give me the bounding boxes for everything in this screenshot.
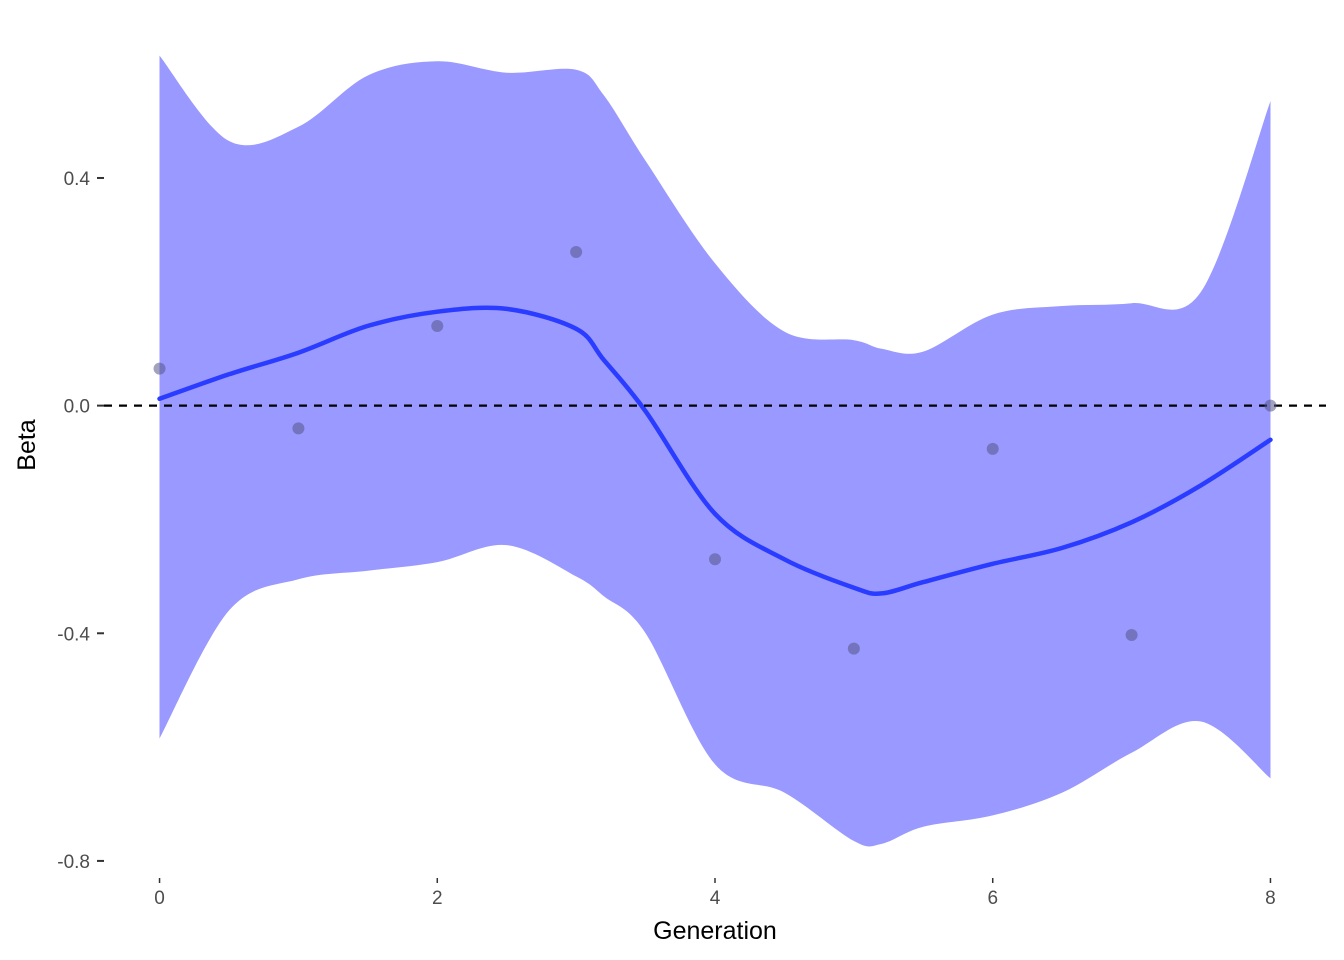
y-axis: -0.8 -0.4 0.0 0.4	[57, 169, 104, 873]
y-tick-label: 0.4	[64, 169, 91, 190]
data-point	[292, 422, 305, 435]
y-tick-label: -0.8	[57, 852, 90, 873]
x-axis-title: Generation	[653, 917, 777, 945]
y-tick-label: 0.0	[64, 397, 90, 418]
y-tick-label: -0.4	[57, 624, 90, 645]
data-point	[709, 553, 721, 566]
x-tick-label: 4	[710, 888, 721, 909]
smooth-fit-line	[157, 305, 1273, 596]
data-point	[153, 362, 166, 375]
data-point	[1125, 628, 1138, 641]
y-axis-title: Beta	[13, 419, 41, 471]
data-point	[570, 245, 583, 258]
x-tick-label: 2	[432, 888, 443, 909]
data-point	[1264, 399, 1277, 412]
x-tick-label: 8	[1265, 888, 1276, 909]
points-layer	[153, 245, 1277, 655]
data-point	[986, 442, 999, 455]
smooth-line-layer	[157, 305, 1273, 596]
x-tick-label: 6	[987, 888, 998, 909]
confidence-band-layer	[159, 55, 1271, 847]
x-tick-label: 0	[154, 888, 165, 909]
x-axis: 0 2 4 6 8	[154, 878, 1276, 909]
data-point	[847, 642, 860, 655]
confidence-band	[159, 55, 1271, 847]
data-point	[431, 319, 444, 332]
